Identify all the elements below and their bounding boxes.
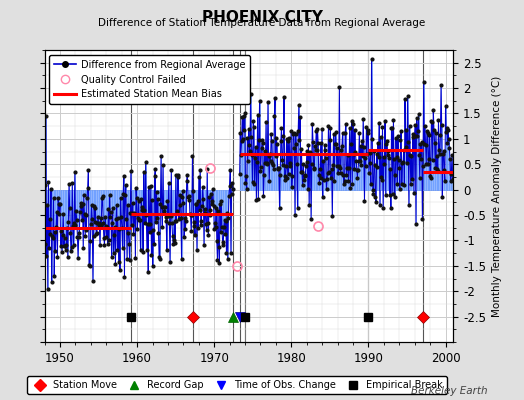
Text: PHOENIX CITY: PHOENIX CITY <box>202 10 322 25</box>
Text: Difference of Station Temperature Data from Regional Average: Difference of Station Temperature Data f… <box>99 18 425 28</box>
Text: Berkeley Earth: Berkeley Earth <box>411 386 487 396</box>
Legend: Station Move, Record Gap, Time of Obs. Change, Empirical Break: Station Move, Record Gap, Time of Obs. C… <box>27 376 446 394</box>
Y-axis label: Monthly Temperature Anomaly Difference (°C): Monthly Temperature Anomaly Difference (… <box>492 75 501 317</box>
